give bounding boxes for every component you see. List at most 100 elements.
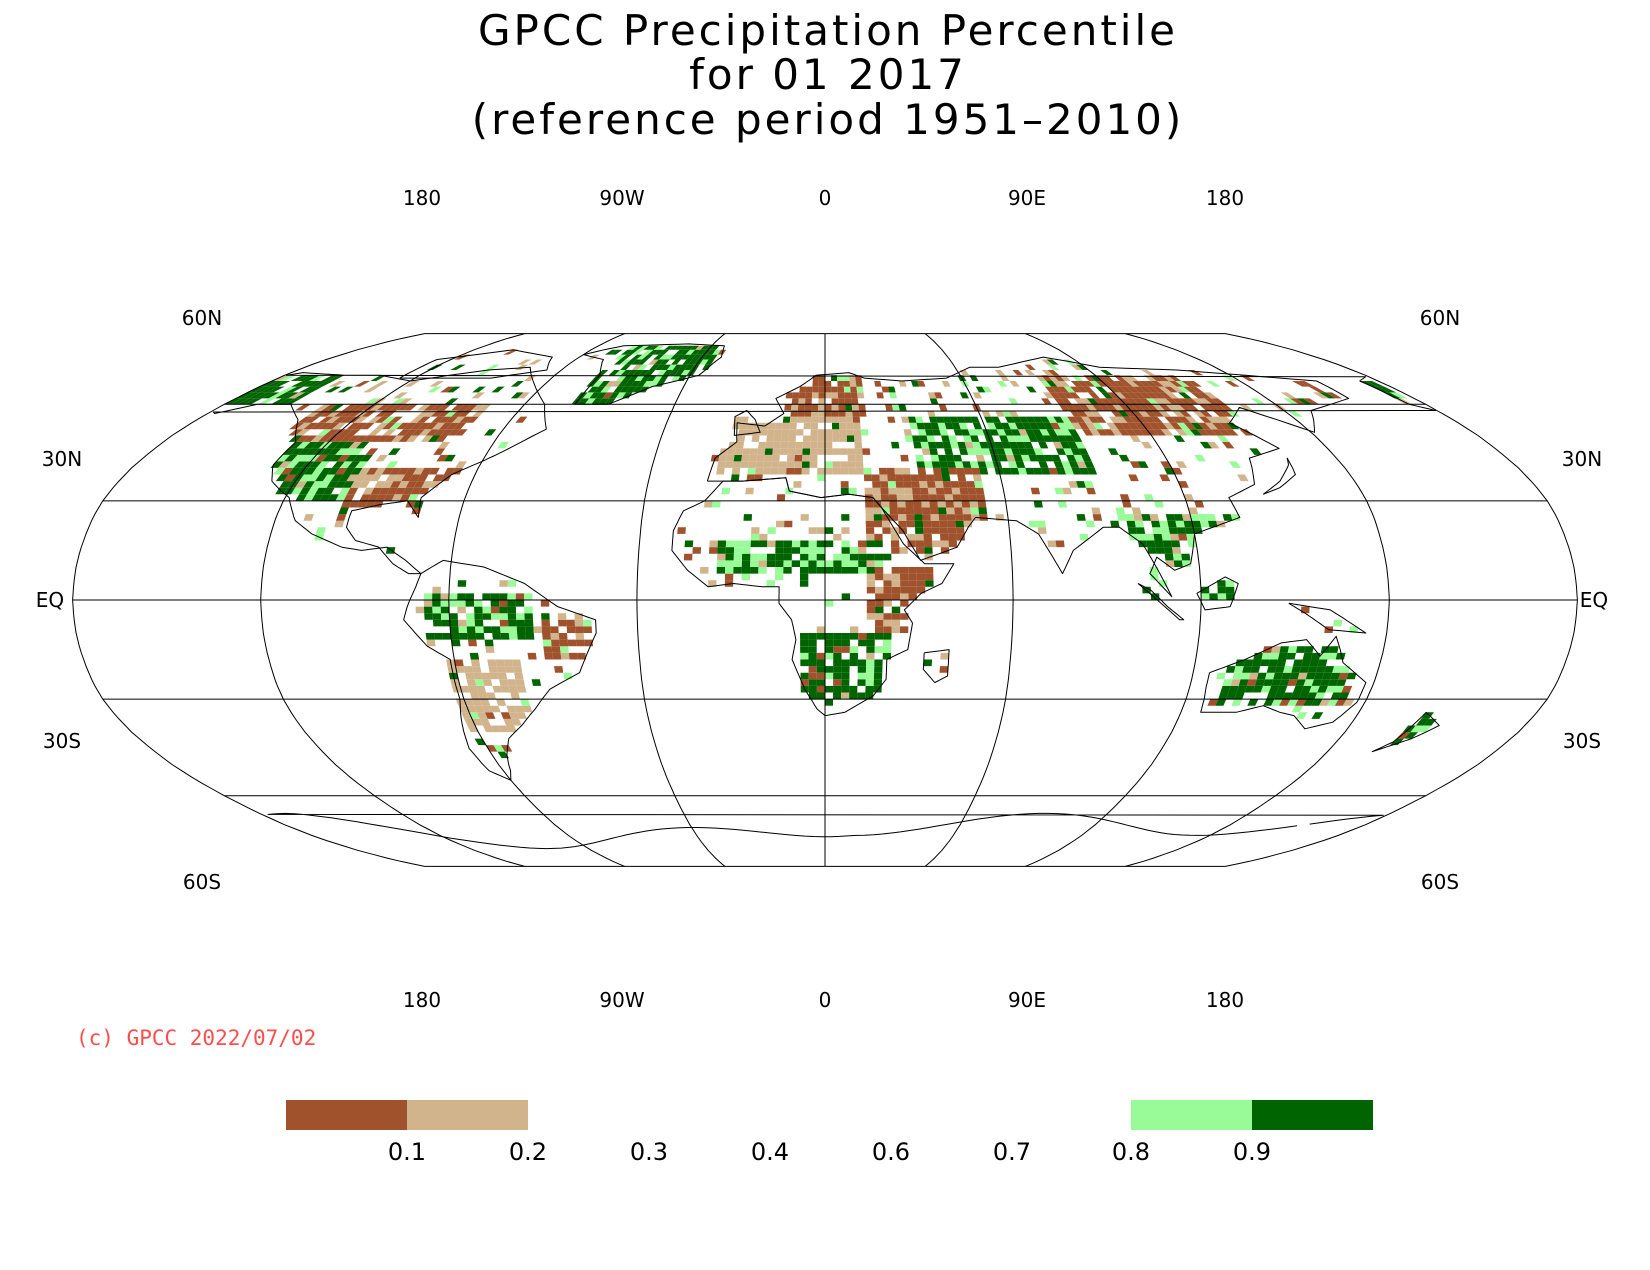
percentile-cell-very-dry (838, 398, 845, 405)
percentile-cell-very-dry (1224, 381, 1240, 387)
percentile-cell-wet (849, 560, 859, 567)
percentile-cell-very-dry (1138, 404, 1152, 411)
percentile-cell-wet (1064, 422, 1076, 430)
percentile-cell-wet (1074, 441, 1086, 449)
percentile-cell-very-wet (783, 540, 793, 548)
percentile-cell-very-dry (1119, 398, 1133, 405)
percentile-cell-dry (479, 718, 491, 726)
percentile-cell-very-dry (423, 404, 438, 411)
percentile-cell-dry (332, 422, 347, 430)
percentile-cell-dry (516, 712, 527, 719)
percentile-cell-dry (742, 448, 751, 455)
percentile-cell-wet (1085, 520, 1095, 528)
percentile-cell-dry (838, 416, 847, 423)
percentile-cell-very-wet (1070, 448, 1082, 455)
percentile-cell-wet (497, 441, 509, 449)
percentile-cell-very-wet (1247, 699, 1259, 706)
percentile-cell-wet (1269, 652, 1280, 660)
percentile-cell-wet (653, 375, 663, 381)
percentile-cell-dry (517, 392, 530, 399)
percentile-cell-very-dry (602, 392, 614, 399)
percentile-cell-very-dry (566, 626, 576, 633)
coastline (1371, 711, 1440, 753)
percentile-cell-very-dry (855, 381, 863, 387)
percentile-cell-very-dry (960, 494, 970, 501)
percentile-cell-very-wet (825, 567, 834, 574)
percentile-cell-very-dry (424, 422, 439, 430)
percentile-cell-wet (592, 381, 604, 387)
percentile-cell-very-dry (1078, 404, 1091, 411)
percentile-cell-very-dry (825, 381, 832, 387)
percentile-cell-dry (496, 699, 507, 706)
percentile-cell-wet (381, 416, 396, 423)
percentile-cell-dry (872, 494, 882, 501)
percentile-cell-very-wet (622, 392, 633, 399)
percentile-cell-very-wet (613, 386, 624, 393)
percentile-cell-very-wet (865, 685, 874, 693)
percentile-cell-dry (794, 448, 803, 455)
percentile-cell-very-wet (800, 646, 809, 653)
percentile-cell-dry (508, 685, 519, 693)
percentile-cell-very-wet (858, 553, 867, 561)
percentile-cell-very-dry (1139, 429, 1152, 436)
percentile-cell-very-wet (816, 666, 825, 673)
percentile-cell-very-dry (314, 454, 328, 462)
percentile-cell-very-dry (1150, 416, 1163, 423)
percentile-cell-dry (452, 416, 466, 423)
percentile-cell-very-dry (865, 527, 875, 534)
percentile-cell-dry (791, 404, 799, 411)
lon-label-top: 180 (1206, 186, 1244, 210)
percentile-cell-wet (712, 349, 722, 355)
percentile-cell-wet (315, 527, 326, 534)
percentile-cell-very-wet (659, 359, 670, 365)
percentile-cell-very-dry (1068, 392, 1081, 399)
percentile-cell-wet (616, 375, 627, 381)
percentile-cell-very-dry (1049, 392, 1061, 399)
percentile-cell-wet (816, 547, 825, 554)
percentile-cell-very-dry (1062, 392, 1074, 399)
percentile-cell-dry (940, 540, 949, 548)
percentile-cell-dry (1071, 422, 1083, 430)
percentile-cells (224, 345, 1437, 759)
percentile-cell-very-dry (943, 487, 953, 495)
percentile-cell-wet (1225, 580, 1235, 587)
percentile-cell-wet (725, 560, 734, 567)
percentile-cell-very-dry (1012, 370, 1024, 376)
percentile-cell-very-wet (327, 494, 339, 501)
percentile-cell-very-wet (1018, 416, 1029, 423)
percentile-cell-wet (1125, 514, 1135, 521)
percentile-cell-wet (1053, 429, 1065, 436)
percentile-cell-very-wet (690, 345, 700, 350)
percentile-cell-very-wet (224, 398, 243, 405)
percentile-cell-dry (899, 547, 908, 554)
percentile-cell-wet (335, 494, 347, 501)
percentile-cell-very-wet (482, 593, 491, 600)
percentile-cell-very-dry (365, 448, 379, 455)
percentile-cell-very-wet (1226, 422, 1240, 430)
percentile-cell-very-dry (1183, 422, 1197, 430)
percentile-cell-very-dry (890, 540, 900, 548)
percentile-cell-very-dry (383, 404, 398, 411)
percentile-cell-dry (810, 435, 818, 442)
percentile-cell-dry (437, 441, 451, 449)
percentile-cell-wet (874, 560, 884, 567)
percentile-cell-very-wet (675, 354, 686, 360)
percentile-cell-very-wet (857, 692, 866, 700)
percentile-cell-very-dry (1145, 386, 1159, 393)
lon-label-bottom: 0 (819, 988, 832, 1012)
percentile-cell-dry (851, 404, 859, 411)
percentile-cell-wet (775, 567, 784, 574)
percentile-cell-very-wet (801, 461, 810, 468)
percentile-cell-very-dry (915, 547, 925, 554)
percentile-cell-very-wet (962, 461, 972, 468)
percentile-cell-dry (1041, 370, 1054, 376)
percentile-cell-very-dry (1145, 392, 1159, 399)
percentile-cell-dry (514, 672, 524, 680)
percentile-cell-very-wet (989, 429, 1000, 436)
percentile-cell-very-dry (1118, 429, 1130, 436)
percentile-cell-very-wet (626, 349, 638, 355)
percentile-cell-very-wet (1155, 547, 1165, 554)
percentile-cell-very-wet (270, 461, 284, 468)
percentile-cell-dry (471, 666, 482, 673)
percentile-cell-very-dry (1169, 422, 1183, 430)
